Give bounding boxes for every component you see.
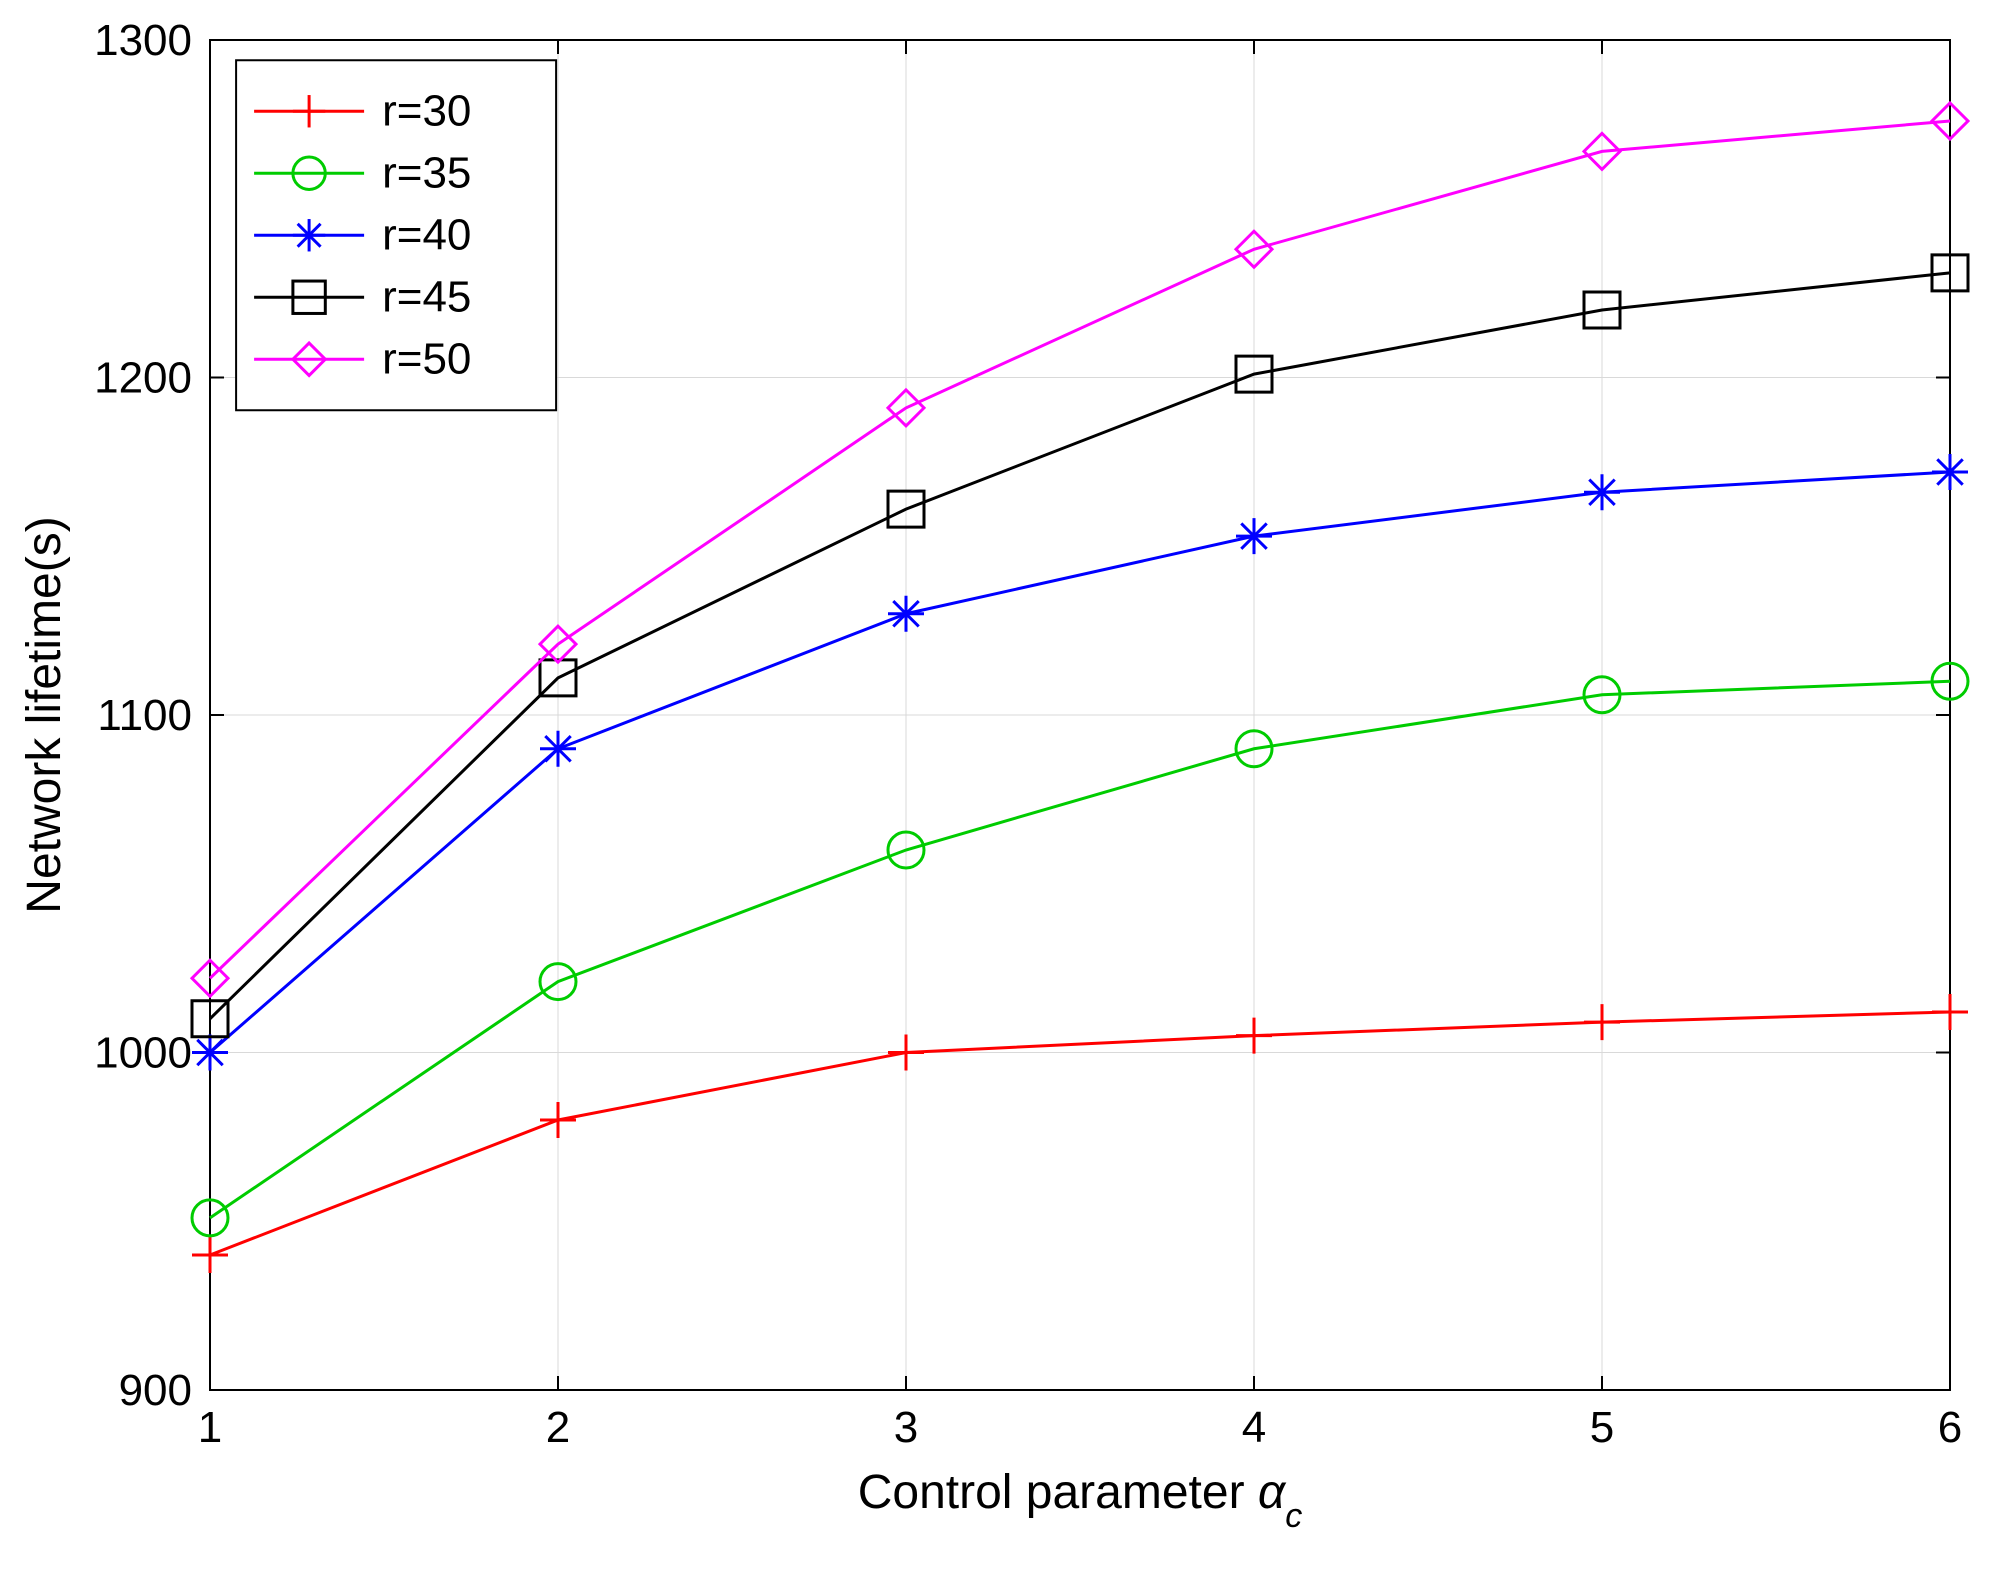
legend: r=30 r=35 r=40 r=45 r=50 bbox=[236, 60, 556, 410]
x-axis-label: Control parameter αc bbox=[858, 1466, 1303, 1535]
x-tick-label: 6 bbox=[1938, 1403, 1962, 1452]
x-tick-label: 3 bbox=[894, 1403, 918, 1452]
y-tick-label: 1100 bbox=[97, 691, 192, 740]
x-tick-label: 4 bbox=[1242, 1403, 1266, 1452]
legend-label: r=35 bbox=[382, 148, 471, 197]
x-tick-label: 5 bbox=[1590, 1403, 1614, 1452]
y-axis-label: Network lifetime(s) bbox=[18, 516, 71, 913]
y-tick-label: 1300 bbox=[94, 16, 192, 65]
x-tick-label: 1 bbox=[198, 1403, 222, 1452]
legend-label: r=40 bbox=[382, 210, 471, 259]
y-tick-label: 1200 bbox=[94, 354, 192, 403]
line-chart: 1 2 3 4 5 6 900 1000 1100 1200 1300 Control paramet… bbox=[0, 0, 2012, 1580]
legend-label: r=45 bbox=[382, 272, 471, 321]
chart-container: 1 2 3 4 5 6 900 1000 1100 1200 1300 Control paramet… bbox=[0, 0, 2012, 1580]
y-tick-label: 1000 bbox=[94, 1029, 192, 1078]
x-tick-label: 2 bbox=[546, 1403, 570, 1452]
y-tick-label: 900 bbox=[119, 1366, 192, 1415]
legend-label: r=50 bbox=[382, 334, 471, 383]
legend-label: r=30 bbox=[382, 86, 471, 135]
